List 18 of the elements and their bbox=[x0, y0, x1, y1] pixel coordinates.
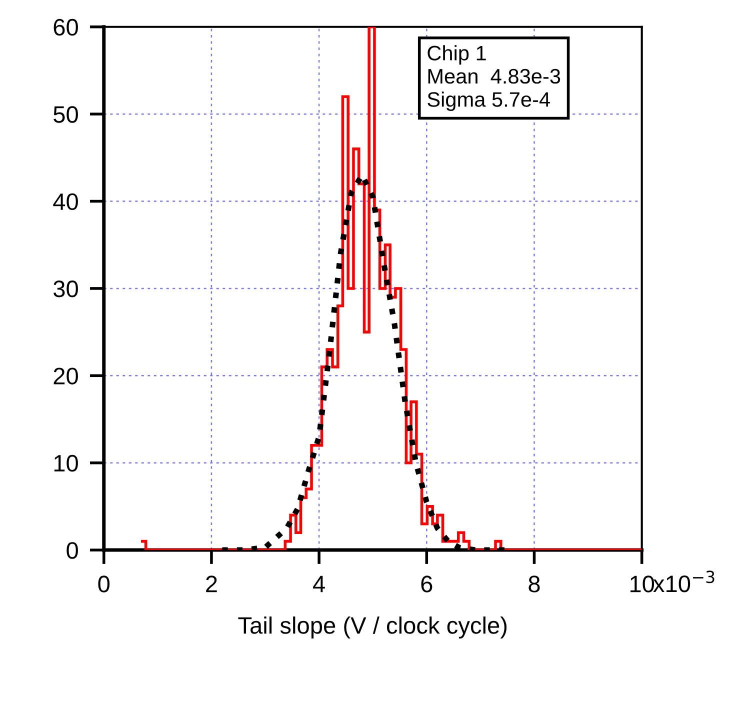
x-tick-label: 2 bbox=[206, 576, 217, 592]
text: x10$^{−3}$ bbox=[653, 570, 714, 592]
annotation: Sigma 5.7e-4 bbox=[428, 92, 550, 111]
y-tick-label: 60 bbox=[54, 18, 78, 36]
y-tick-label: 10 bbox=[54, 454, 78, 472]
annotation: Mean 4.83e-3 bbox=[428, 68, 560, 84]
y-tick-label: 50 bbox=[54, 106, 78, 123]
x-tick-label: 0 bbox=[98, 576, 110, 592]
x-tick-label: 4 bbox=[313, 576, 325, 592]
x-tick-label: 8 bbox=[528, 576, 540, 592]
annotation: Chip 1 bbox=[428, 45, 486, 65]
y-tick-label: 30 bbox=[54, 280, 78, 298]
y-tick-label: 40 bbox=[53, 193, 78, 210]
x-axis-title: Tail slope (V / clock cycle) bbox=[238, 616, 507, 639]
x-tick-label: 6 bbox=[421, 576, 432, 592]
y-tick-label: 20 bbox=[54, 368, 78, 384]
x-tick-label: 10 bbox=[630, 576, 654, 592]
y-tick-label: 0 bbox=[66, 542, 78, 559]
